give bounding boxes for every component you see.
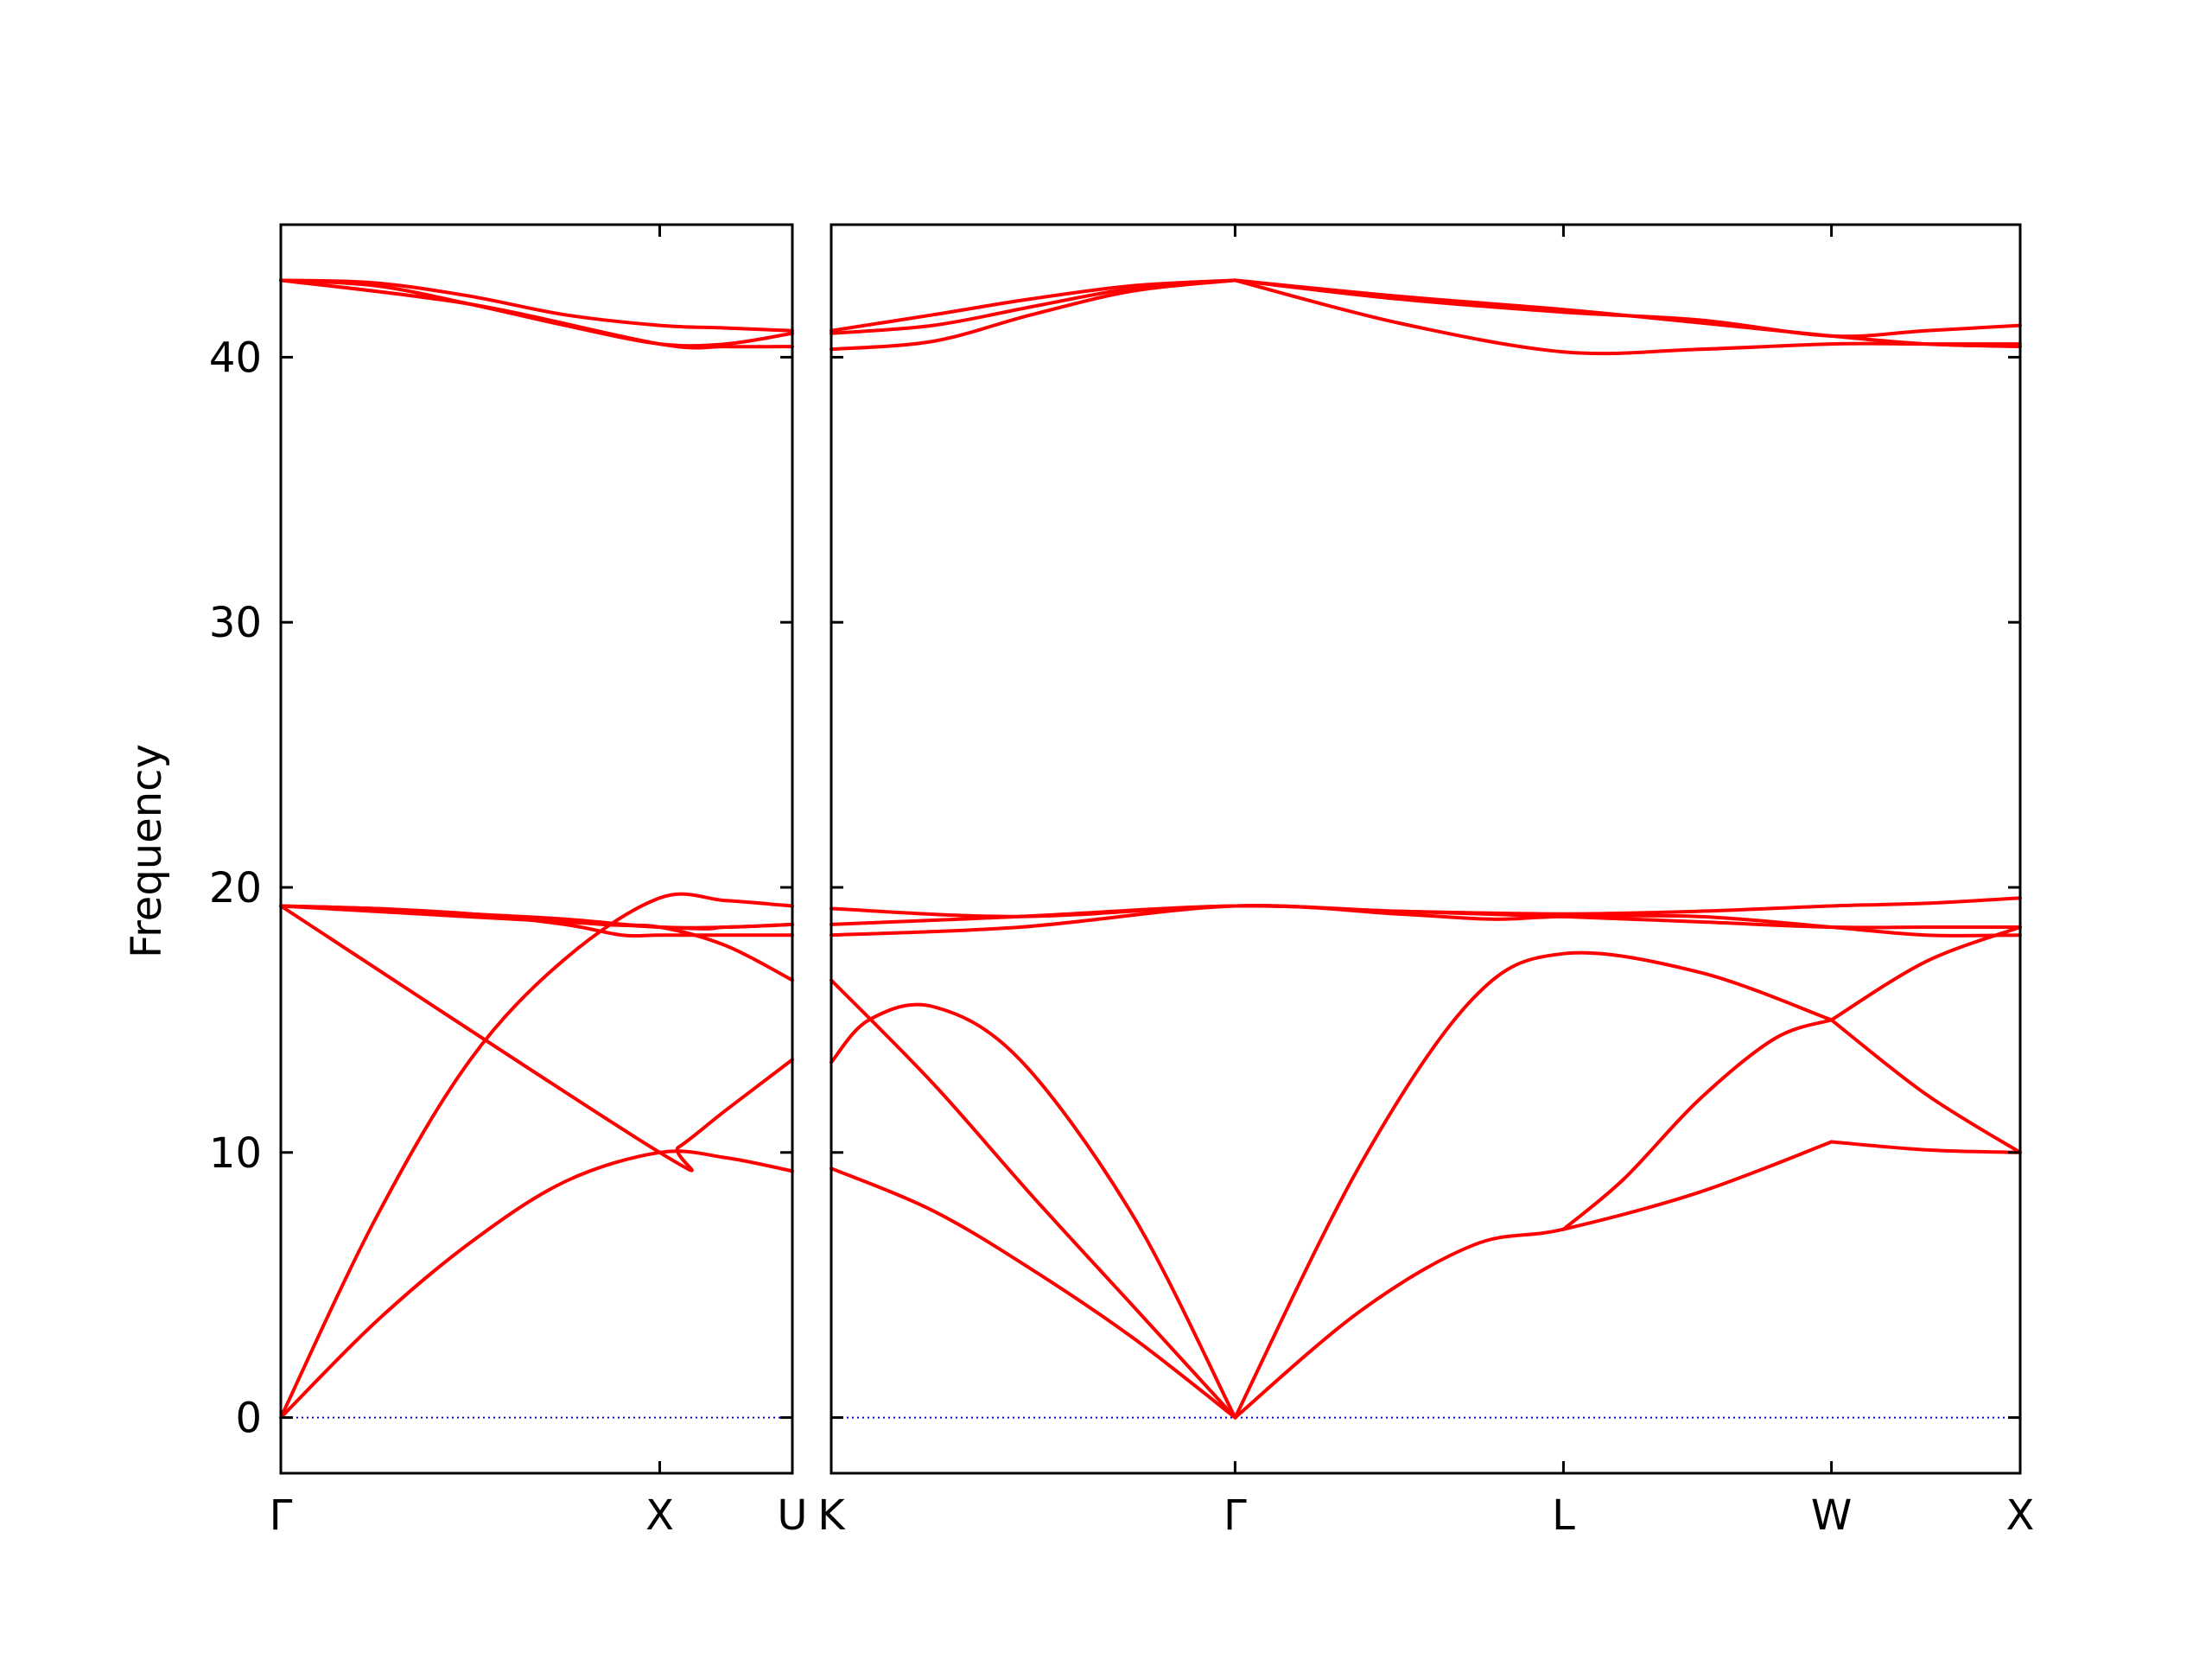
band-line-2-1 bbox=[830, 1166, 1237, 1420]
band-line-1-1 bbox=[279, 1149, 794, 1420]
x-tick-label: X bbox=[2006, 1491, 2035, 1540]
y-tick-label: 10 bbox=[209, 1129, 262, 1178]
band-line-2-18 bbox=[1233, 278, 2022, 339]
band-line-2-11 bbox=[1829, 1018, 2022, 1154]
band-line-1-9 bbox=[279, 278, 794, 333]
y-tick-label: 20 bbox=[209, 864, 262, 912]
y-axis-label: Frequency bbox=[123, 744, 171, 958]
x-tick-label: L bbox=[1552, 1491, 1575, 1540]
band-line-2-2 bbox=[830, 978, 1237, 1420]
panel-frame bbox=[279, 223, 794, 1475]
band-line-1-6 bbox=[279, 904, 794, 931]
band-line-1-8 bbox=[279, 278, 794, 348]
band-line-2-6 bbox=[830, 896, 2022, 918]
x-tick-label: Γ bbox=[1224, 1491, 1247, 1540]
x-tick-label: W bbox=[1811, 1491, 1852, 1540]
x-tick-label: K bbox=[817, 1491, 846, 1540]
band-line-2-10 bbox=[1829, 1140, 2022, 1154]
band-line-2-9 bbox=[1561, 1018, 1834, 1231]
band-line-1-10 bbox=[279, 278, 794, 350]
panels-layer: 0 10 20 30 40 Γ X U K Γ L W X bbox=[209, 223, 2035, 1540]
band-line-1-7 bbox=[279, 904, 794, 1173]
band-line-2-7 bbox=[1233, 950, 1834, 1420]
x-tick-label: U bbox=[777, 1491, 807, 1540]
band-line-2-12 bbox=[1829, 925, 2022, 1022]
band-line-2-3 bbox=[830, 1002, 1237, 1420]
band-line-2-17 bbox=[1233, 278, 2022, 349]
y-tick-label: 30 bbox=[209, 599, 262, 647]
band-line-2-4 bbox=[830, 904, 2022, 938]
band-line-2-8 bbox=[1233, 1140, 1834, 1420]
panel-frame bbox=[830, 223, 2022, 1475]
band-line-2-15 bbox=[830, 278, 1237, 335]
x-tick-label: Γ bbox=[270, 1491, 293, 1540]
band-panel-1: 0 10 20 30 40 Γ X U bbox=[209, 223, 808, 1540]
y-tick-label: 0 bbox=[235, 1395, 262, 1443]
band-line-1-2 bbox=[279, 892, 794, 1420]
x-tick-label: X bbox=[645, 1491, 674, 1540]
y-tick-label: 40 bbox=[209, 334, 262, 382]
